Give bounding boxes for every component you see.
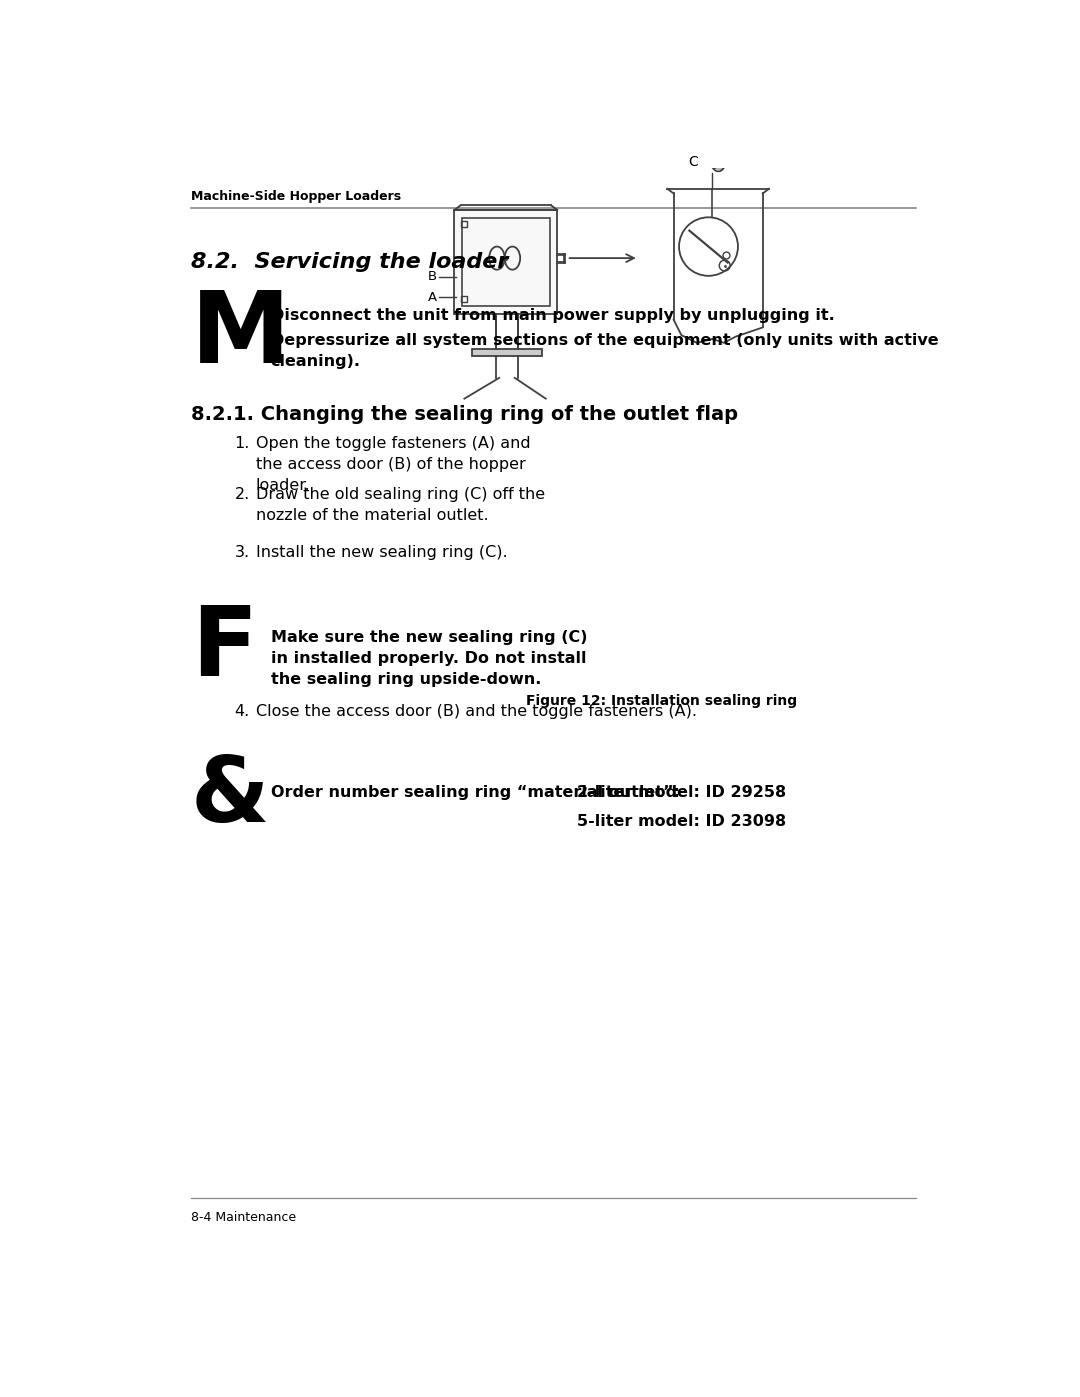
Text: Draw the old sealing ring (C) off the
nozzle of the material outlet.: Draw the old sealing ring (C) off the no… <box>256 488 545 524</box>
Text: Make sure the new sealing ring (C)
in installed properly. Do not install
the sea: Make sure the new sealing ring (C) in in… <box>271 630 588 687</box>
Text: 4.: 4. <box>234 704 249 719</box>
Text: 2-liter model: ID 29258: 2-liter model: ID 29258 <box>577 785 786 800</box>
Text: 3.: 3. <box>234 545 249 560</box>
Text: Order number sealing ring “material outlet”:: Order number sealing ring “material outl… <box>271 785 679 800</box>
Text: 8.2.  Servicing the loader: 8.2. Servicing the loader <box>191 253 509 272</box>
Text: Install the new sealing ring (C).: Install the new sealing ring (C). <box>256 545 508 560</box>
Bar <box>462 218 550 306</box>
Text: Disconnect the unit from main power supply by unplugging it.: Disconnect the unit from main power supp… <box>271 307 835 323</box>
Text: 8-4 Maintenance: 8-4 Maintenance <box>191 1211 296 1224</box>
Bar <box>472 349 542 356</box>
Text: Open the toggle fasteners (A) and
the access door (B) of the hopper
loader.: Open the toggle fasteners (A) and the ac… <box>256 436 530 493</box>
Text: &: & <box>191 753 270 841</box>
Text: Depressurize all system sections of the equipment (only units with active
cleani: Depressurize all system sections of the … <box>271 334 939 369</box>
Text: F: F <box>191 602 257 696</box>
Text: Figure 12: Installation sealing ring: Figure 12: Installation sealing ring <box>526 693 797 707</box>
Text: 5-liter model: ID 23098: 5-liter model: ID 23098 <box>577 814 786 830</box>
Text: Machine-Side Hopper Loaders: Machine-Side Hopper Loaders <box>191 190 401 203</box>
Text: A: A <box>428 291 437 303</box>
Circle shape <box>711 156 718 163</box>
Text: C: C <box>689 155 699 169</box>
Polygon shape <box>711 149 726 172</box>
Text: Close the access door (B) and the toggle fasteners (A).: Close the access door (B) and the toggle… <box>256 704 697 719</box>
Text: M: M <box>191 286 291 384</box>
Bar <box>455 210 557 314</box>
Text: 1.: 1. <box>234 436 249 451</box>
Text: 2.: 2. <box>234 488 249 502</box>
Text: B: B <box>428 271 437 284</box>
Text: 8.2.1. Changing the sealing ring of the outlet flap: 8.2.1. Changing the sealing ring of the … <box>191 405 738 423</box>
